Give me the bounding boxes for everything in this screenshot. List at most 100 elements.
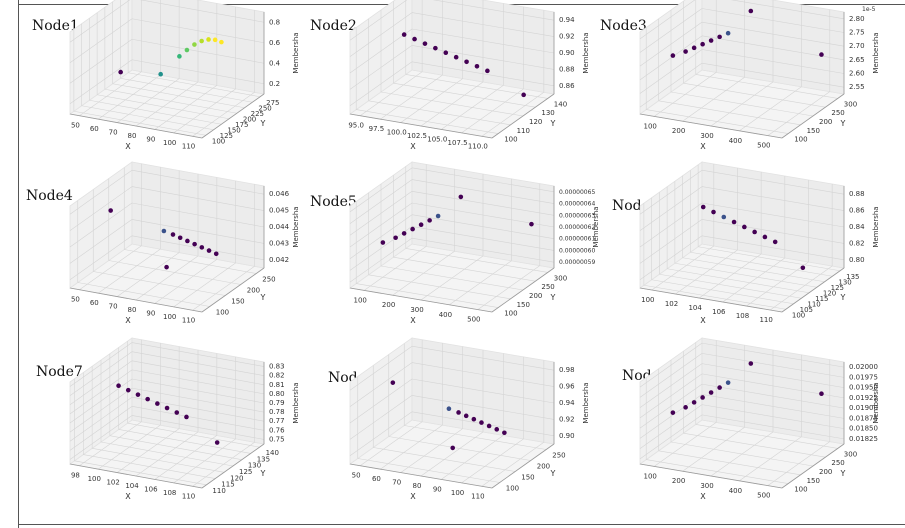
z-tick-label: 0.01975 — [849, 373, 878, 381]
data-point — [456, 410, 461, 415]
y-tick-label: 200 — [537, 463, 550, 471]
x-tick-label: 80 — [128, 306, 137, 314]
data-point — [772, 239, 778, 245]
y-tick-label: 125 — [220, 132, 233, 140]
x-axis-label: X — [700, 316, 706, 325]
data-point — [700, 204, 706, 210]
data-point — [412, 36, 417, 42]
data-point — [214, 440, 220, 445]
x-tick-label: 100 — [88, 475, 101, 483]
data-point — [184, 47, 190, 53]
grid-lines — [69, 339, 265, 487]
x-tick-label: 97.5 — [369, 125, 385, 133]
data-point — [717, 385, 722, 390]
z-tick-label: 0.8 — [269, 18, 280, 26]
y-tick-label: 275 — [266, 99, 279, 107]
x-tick-label: 100 — [644, 472, 657, 480]
z-tick-label: 0.83 — [269, 363, 285, 371]
y-tick-label: 100 — [794, 486, 807, 494]
y-tick-label: 130 — [248, 462, 261, 470]
z-tick-label: 0.78 — [269, 408, 285, 416]
y-tick-label: 100 — [216, 309, 229, 317]
y-tick-label: 250 — [541, 283, 554, 291]
y-tick-label: 250 — [262, 276, 275, 284]
z-tick-label: 0.00000065 — [559, 189, 595, 196]
y-tick-label: 200 — [819, 468, 832, 476]
data-point — [161, 228, 167, 234]
node2-title: Node2 — [310, 18, 357, 34]
x-axis-label: X — [125, 316, 131, 325]
x-tick-label: 60 — [372, 475, 381, 483]
z-tick-label: 2.65 — [849, 56, 865, 64]
x-axis-label: X — [700, 142, 706, 151]
data-point — [700, 395, 705, 400]
data-point — [748, 361, 754, 366]
data-point — [418, 222, 424, 228]
y-tick-label: 115 — [815, 295, 828, 303]
z-tick-label: 0.98 — [559, 366, 575, 374]
data-point — [212, 37, 218, 43]
x-tick-label: 70 — [109, 303, 118, 311]
x-tick-label: 98 — [71, 472, 80, 480]
axis-edges — [349, 12, 555, 139]
y-tick-label: 105 — [800, 306, 813, 314]
data-points — [108, 208, 219, 270]
x-tick-label: 70 — [109, 129, 118, 137]
axis-edges — [69, 12, 265, 139]
axis-edges — [349, 362, 555, 489]
z-tick-label: 0.79 — [269, 399, 285, 407]
z-tick-label: 0.043 — [269, 239, 289, 247]
x-tick-label: 95.0 — [348, 122, 364, 130]
z-tick-label: 2.80 — [849, 15, 865, 23]
data-point — [463, 413, 469, 419]
x-tick-label: 50 — [352, 472, 361, 480]
data-point — [145, 396, 150, 402]
panel-node2: Node2 95.0 97.5 100.0 102.5 105.0 107.5 110.0 1… — [300, 0, 590, 176]
x-tick-label: 106 — [144, 485, 158, 493]
z-tick-label: 0.88 — [849, 190, 865, 198]
x-tick-label: 300 — [410, 306, 423, 314]
y-tick-label: 125 — [239, 468, 252, 476]
z-tick-label: 0.6 — [269, 39, 281, 47]
z-tick-label: 0.01825 — [849, 435, 878, 443]
z-tick-label: 0.00000060 — [559, 247, 595, 254]
z-tick-label: 2.60 — [849, 70, 865, 78]
x-tick-label: 110 — [182, 316, 195, 324]
x-tick-label: 60 — [90, 299, 99, 307]
z-axis-label: Membersha — [872, 206, 880, 247]
z-tick-label: 0.045 — [269, 207, 289, 215]
data-point — [474, 63, 480, 69]
data-point — [401, 32, 407, 37]
data-point — [401, 231, 407, 236]
data-point — [708, 390, 714, 395]
x-tick-label: 102.5 — [407, 132, 427, 140]
data-point — [529, 221, 534, 227]
x-tick-label: 110 — [182, 492, 195, 500]
panel-node7: Node7 98 100 102 104 106 108 110 110 115 120 125 13… — [20, 337, 300, 524]
x-axis-label: X — [125, 142, 131, 151]
data-point — [670, 410, 676, 415]
y-tick-label: 250 — [258, 104, 271, 112]
y-tick-label: 250 — [831, 459, 844, 467]
data-point — [158, 71, 163, 77]
y-tick-label: 140 — [266, 449, 279, 457]
data-point — [427, 218, 432, 223]
x-tick-label: 100 — [644, 122, 657, 130]
data-point — [422, 41, 428, 46]
z-tick-label: 0.01925 — [849, 394, 878, 402]
z-tick-label: 0.01950 — [849, 384, 878, 392]
x-tick-label: 80 — [413, 482, 422, 490]
axis-edges — [349, 186, 555, 313]
y-axis-label: Y — [550, 293, 556, 302]
data-point — [731, 219, 737, 225]
data-point — [192, 42, 197, 47]
y-axis-label: Y — [260, 469, 266, 478]
z-tick-label: 2.70 — [849, 42, 865, 50]
data-point — [219, 39, 224, 45]
x-tick-label: 200 — [672, 477, 685, 485]
data-point — [446, 406, 452, 412]
data-point — [458, 194, 464, 200]
data-point — [390, 380, 396, 385]
data-point — [164, 405, 170, 411]
